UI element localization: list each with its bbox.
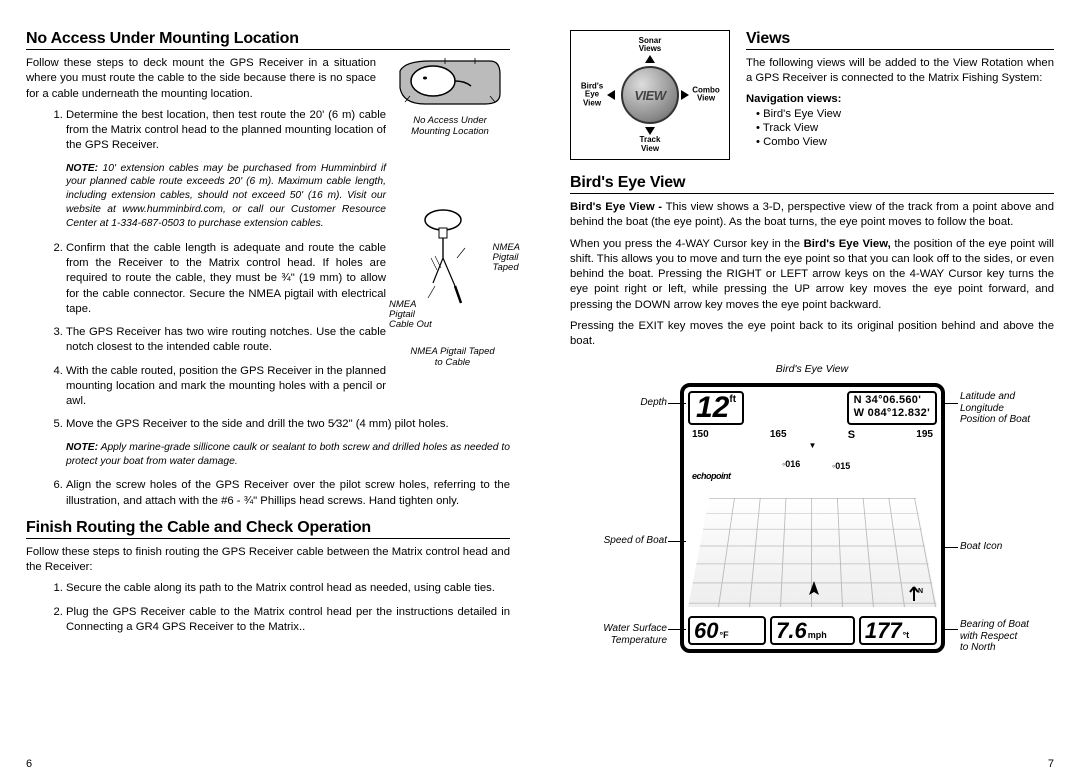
echopoint-label: echopoint	[692, 471, 731, 481]
step-2: Confirm that the cable length is adequat…	[66, 241, 386, 317]
birds-eye-figure: Bird's Eye View 12ft N 34°06.560' W 084°…	[572, 363, 1052, 668]
nav-view-item: Bird's Eye View	[756, 108, 1054, 120]
compass-strip: 150 165 S 195	[684, 427, 941, 441]
step-4: With the cable routed, position the GPS …	[66, 364, 386, 410]
view-button-icon: VIEW	[621, 66, 679, 124]
step-1: Determine the best location, then test r…	[66, 108, 386, 154]
sonar-screen: 12ft N 34°06.560' W 084°12.832' 150 165 …	[680, 383, 945, 653]
depth-readout: 12ft	[688, 391, 744, 425]
bearing-readout: 177°t	[859, 616, 937, 645]
heading-no-access: No Access Under Mounting Location	[26, 30, 510, 50]
navigation-views-list: Bird's Eye View Track View Combo View	[746, 108, 1054, 148]
callout-speed: Speed of Boat	[572, 535, 667, 547]
temperature-readout: 60°F	[688, 616, 766, 645]
step-3: The GPS Receiver has two wire routing no…	[66, 325, 386, 356]
note-extension-cables: NOTE: 10' extension cables may be purcha…	[66, 162, 386, 231]
bev-paragraph-1: Bird's Eye View - This view shows a 3-D,…	[570, 200, 1054, 231]
nav-view-item: Combo View	[756, 136, 1054, 148]
heading-finish-routing: Finish Routing the Cable and Check Opera…	[26, 519, 510, 539]
finish-step-1: Secure the cable along its path to the M…	[66, 581, 510, 596]
page-number-left: 6	[26, 758, 32, 770]
callout-bearing: Bearing of Boatwith Respectto North	[960, 619, 1029, 654]
coordinates-readout: N 34°06.560' W 084°12.832'	[847, 391, 937, 425]
views-intro: The following views will be added to the…	[746, 56, 1054, 87]
heading-views: Views	[746, 30, 1054, 50]
bev-paragraph-2: When you press the 4-WAY Cursor key in t…	[570, 237, 1054, 313]
boat-icon	[807, 581, 819, 599]
waypoint-2: ◦015	[832, 461, 850, 471]
figure-nmea-pigtail: NMEAPigtailTaped NMEAPigtailCable Out NM…	[395, 208, 510, 369]
heading-birds-eye: Bird's Eye View	[570, 174, 1054, 194]
finish-intro: Follow these steps to finish routing the…	[26, 545, 510, 576]
page-left: No Access Under Mounting Location Follow…	[0, 0, 540, 780]
page-number-right: 7	[1048, 758, 1054, 770]
finish-step-2: Plug the GPS Receiver cable to the Matri…	[66, 605, 510, 636]
note-sealant: NOTE: Apply marine-grade sillicone caulk…	[66, 441, 510, 469]
step-6: Align the screw holes of the GPS Receive…	[66, 478, 510, 509]
view-dial-diagram: SonarViews TrackView Bird'sEyeView Combo…	[570, 30, 730, 160]
page-right: SonarViews TrackView Bird'sEyeView Combo…	[540, 0, 1080, 780]
callout-temperature: Water SurfaceTemperature	[572, 623, 667, 646]
svg-text:N: N	[918, 588, 923, 595]
bev-paragraph-3: Pressing the EXIT key moves the eye poin…	[570, 319, 1054, 350]
intro-paragraph: Follow these steps to deck mount the GPS…	[26, 56, 376, 102]
bev-figure-title: Bird's Eye View	[572, 363, 1052, 375]
navigation-views-label: Navigation views:	[746, 93, 1054, 105]
speed-readout: 7.6mph	[770, 616, 855, 645]
callout-latlon: Latitude andLongitudePosition of Boat	[960, 391, 1030, 426]
waypoint-1: ◦016	[782, 459, 800, 469]
nav-view-item: Track View	[756, 122, 1054, 134]
step-5: Move the GPS Receiver to the side and dr…	[66, 417, 510, 432]
callout-depth: Depth	[572, 397, 667, 409]
callout-boat-icon: Boat Icon	[960, 541, 1002, 553]
